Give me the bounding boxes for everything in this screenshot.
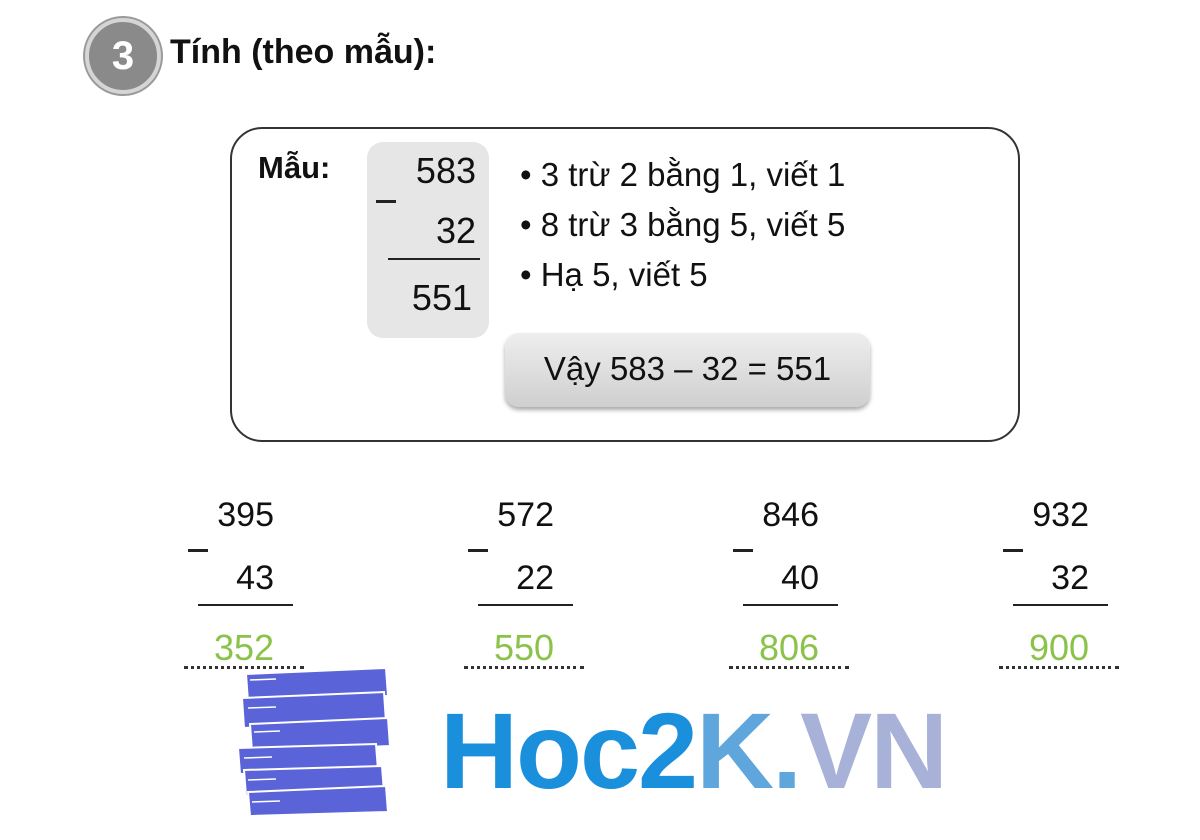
step-2: • 8 trừ 3 bằng 5, viết 5 xyxy=(520,206,846,243)
example-box xyxy=(230,127,1020,442)
step-3: • Hạ 5, viết 5 xyxy=(520,256,708,293)
site-logo-text: Hoc2K.VN xyxy=(440,690,948,811)
minus-sign xyxy=(1003,549,1023,552)
problem-subtrahend: 40 xyxy=(781,559,819,597)
problem-subtrahend: 43 xyxy=(236,559,274,597)
result-line xyxy=(478,604,573,606)
result-line xyxy=(1013,604,1108,606)
problem-minuend: 932 xyxy=(1032,496,1089,534)
book xyxy=(248,716,392,754)
example-label: Mẫu: xyxy=(258,150,331,185)
minus-sign xyxy=(188,549,208,552)
exercise-number-badge: 3 xyxy=(85,18,161,94)
example-subtrahend: 32 xyxy=(435,210,476,251)
example-result: 551 xyxy=(411,277,472,318)
example-minuend: 583 xyxy=(415,150,476,191)
problem-answer: 550 xyxy=(464,630,584,669)
problem-minuend: 395 xyxy=(217,496,274,534)
result-line xyxy=(743,604,838,606)
example-conclusion: Vậy 583 – 32 = 551 xyxy=(505,333,870,407)
exercise-title: Tính (theo mẫu): xyxy=(170,33,437,71)
problem-minuend: 572 xyxy=(497,496,554,534)
books-logo-icon xyxy=(236,666,392,818)
example-calculation xyxy=(367,142,489,338)
problem-answer: 900 xyxy=(999,630,1119,669)
minus-sign xyxy=(468,549,488,552)
problem-answer: 352 xyxy=(184,630,304,669)
minus-sign xyxy=(376,200,396,203)
step-1: • 3 trừ 2 bằng 1, viết 1 xyxy=(520,156,846,193)
result-line xyxy=(388,258,480,260)
problem-minuend: 846 xyxy=(762,496,819,534)
problem-answer: 806 xyxy=(729,630,849,669)
minus-sign xyxy=(733,549,753,552)
book xyxy=(246,784,390,818)
result-line xyxy=(198,604,293,606)
problem-subtrahend: 32 xyxy=(1051,559,1089,597)
problem-subtrahend: 22 xyxy=(516,559,554,597)
